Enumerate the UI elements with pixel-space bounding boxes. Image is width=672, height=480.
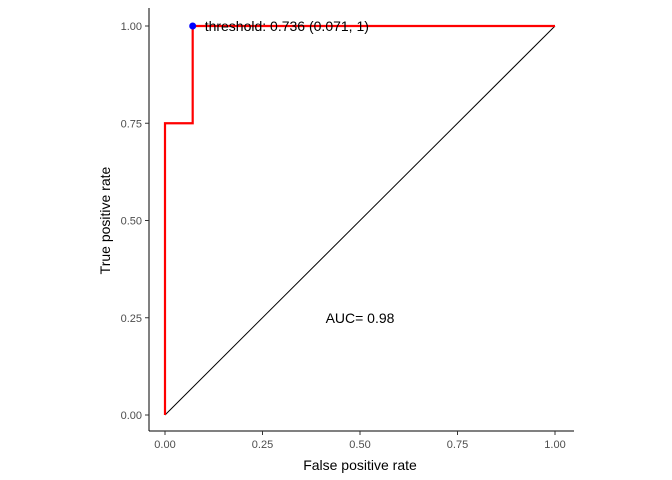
- x-axis-title: False positive rate: [303, 457, 417, 473]
- x-tick-label: 0.25: [252, 439, 273, 451]
- y-tick-label: 0.50: [121, 216, 142, 228]
- series-layer: [163, 22, 556, 416]
- auc-annotation: AUC= 0.98: [326, 310, 395, 326]
- x-tick-label: 0.75: [447, 439, 468, 451]
- threshold-annotation: threshold: 0.736 (0.071, 1): [205, 18, 369, 34]
- y-tick-label: 0.75: [121, 118, 142, 130]
- ticks: 0.00 0.25 0.50 0.75 1.00 0.00 0.25 0.50 0.75 1.00: [121, 21, 566, 451]
- y-tick-label: 0.00: [121, 410, 142, 422]
- axes: [148, 8, 574, 432]
- threshold-point: [189, 22, 197, 30]
- roc-curve-line: [163, 24, 555, 415]
- y-tick-label: 0.25: [121, 313, 142, 325]
- annotation-layer: threshold: 0.736 (0.071, 1) AUC= 0.98: [205, 18, 395, 326]
- y-tick-label: 1.00: [121, 21, 142, 33]
- reference-diagonal-line: [164, 25, 556, 416]
- x-tick-label: 1.00: [544, 439, 565, 451]
- x-tick-label: 0.00: [154, 439, 175, 451]
- x-tick-label: 0.50: [349, 439, 370, 451]
- y-axis-title: True positive rate: [97, 166, 113, 274]
